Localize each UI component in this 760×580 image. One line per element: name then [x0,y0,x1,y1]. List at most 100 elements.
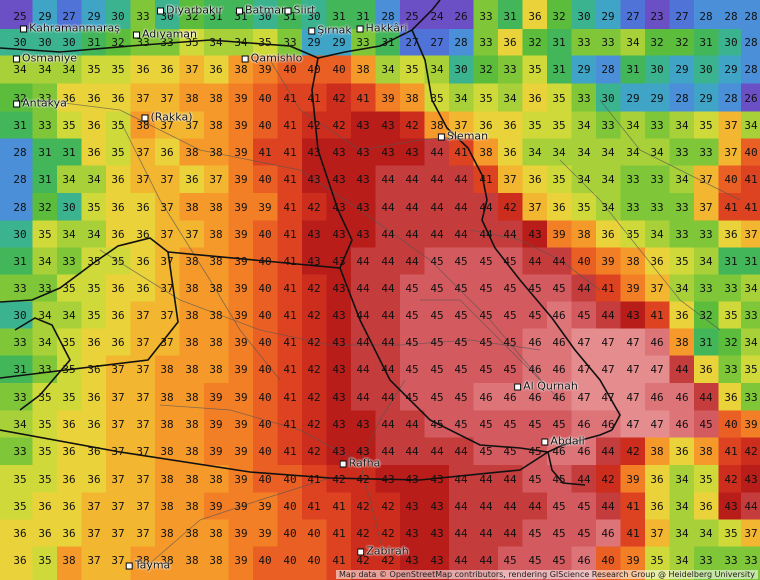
temperature-value: 44 [381,445,395,458]
temperature-cell [57,465,83,494]
temperature-cell [645,383,671,412]
temperature-cell [326,383,352,412]
temperature-cell [620,193,646,222]
temperature-cell [179,410,205,439]
temperature-value: 34 [430,63,444,76]
temperature-value: 32 [650,36,663,49]
temperature-value: 44 [454,201,468,214]
temperature-value: 36 [38,500,51,513]
temperature-value: 35 [87,201,100,214]
temperature-cell [32,492,58,521]
temperature-cell [645,29,671,57]
temperature-value: 38 [209,309,222,322]
temperature-cell [718,138,742,167]
temperature-value: 32 [675,36,688,49]
temperature-cell [669,111,695,140]
temperature-value: 33 [479,10,492,23]
temperature-cell [81,437,107,466]
temperature-cell [424,138,450,167]
temperature-cell [449,437,475,466]
country-border [547,451,586,486]
temperature-cell [694,247,720,276]
temperature-value: 36 [62,418,75,431]
temperature-value: 30 [601,92,614,105]
temperature-cell [0,274,34,303]
temperature-cell [498,301,524,330]
temperature-value: 40 [258,255,271,268]
temperature-value: 38 [160,445,173,458]
temperature-value: 33 [724,554,737,567]
temperature-cell [130,220,156,249]
temperature-cell [718,355,742,384]
temperature-cell [741,83,760,113]
temperature-value: 34 [577,146,591,159]
temperature-cell [277,355,303,384]
temperature-cell [302,138,328,167]
temperature-cell [694,383,720,412]
temperature-value: 35 [552,173,565,186]
temperature-cell [106,546,132,580]
temperature-value: 45 [430,309,443,322]
temperature-value: 43 [381,146,394,159]
temperature-cell [375,83,401,113]
temperature-cell [596,383,622,412]
temperature-cell [204,492,230,521]
temperature-cell [669,274,695,303]
temperature-value: 27 [405,36,418,49]
temperature-cell [179,492,205,521]
temperature-cell [522,29,548,57]
temperature-value: 44 [454,554,468,567]
temperature-value: 30 [13,36,26,49]
temperature-cell [473,55,499,85]
temperature-value: 39 [258,63,271,76]
temperature-cell [0,546,34,580]
temperature-cell [351,29,377,57]
temperature-cell [0,465,34,494]
temperature-cell [179,55,205,85]
temperature-value: 43 [356,146,369,159]
temperature-cell [596,410,622,439]
temperature-cell [277,437,303,466]
temperature-cell [645,492,671,521]
temperature-value: 36 [62,473,75,486]
temperature-value: 37 [111,445,124,458]
temperature-cell [326,328,352,357]
temperature-cell [277,546,303,580]
temperature-value: 37 [160,336,173,349]
temperature-value: 37 [111,554,124,567]
temperature-cell [718,437,742,466]
temperature-value: 36 [650,473,663,486]
temperature-value: 39 [258,500,271,513]
temperature-cell [32,165,58,194]
temperature-value: 44 [454,445,468,458]
temperature-cell [57,383,83,412]
temperature-cell [32,437,58,466]
temperature-value: 36 [479,119,492,132]
temperature-value: 33 [577,92,590,105]
temperature-cell [718,383,742,412]
temperature-cell [694,0,720,30]
temperature-cell [424,492,450,521]
temperature-value: 38 [185,201,198,214]
temperature-value: 33 [744,554,757,567]
temperature-cell [253,437,279,466]
temperature-cell [741,138,760,167]
temperature-cell [620,437,646,466]
temperature-cell [277,410,303,439]
temperature-value: 42 [356,500,369,513]
temperature-value: 41 [307,500,320,513]
temperature-cell [130,29,156,57]
temperature-value: 36 [62,445,75,458]
road-line [469,229,601,291]
temperature-cell [253,0,279,30]
temperature-cell [718,29,742,57]
temperature-cell [498,138,524,167]
temperature-value: 32 [552,10,565,23]
temperature-cell [718,465,742,494]
temperature-value: 25 [405,10,418,23]
temperature-value: 35 [111,255,124,268]
temperature-value: 37 [160,92,173,105]
temperature-value: 34 [744,336,758,349]
temperature-cell [645,111,671,140]
